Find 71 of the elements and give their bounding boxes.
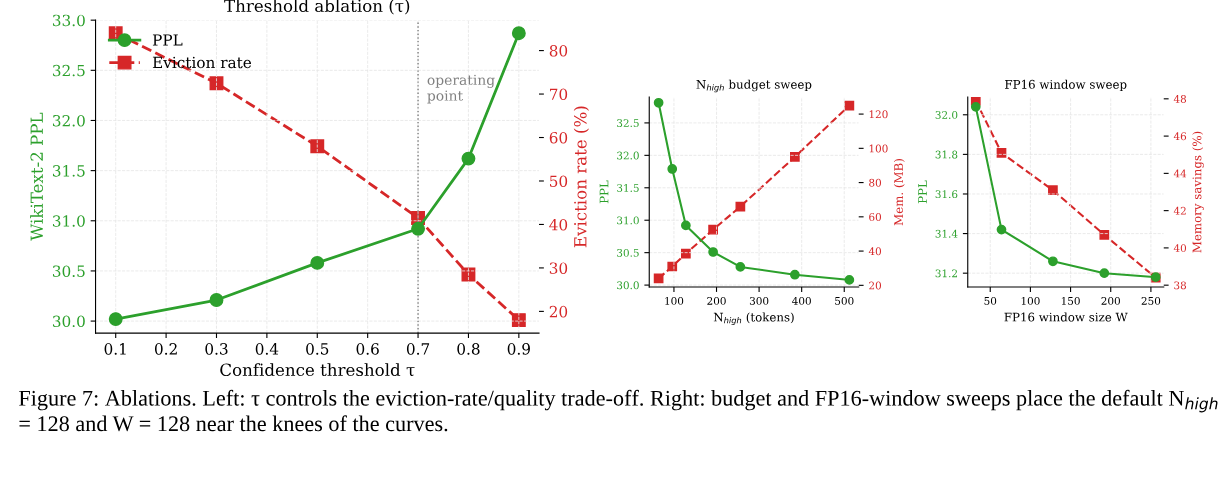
y-tick-label: 32.5 [617, 119, 639, 128]
y2-tick-label: 20 [869, 281, 882, 290]
y-tick-label: 30.5 [52, 265, 85, 277]
x-tick-label: 250 [1141, 296, 1161, 305]
y-tick-label: 31.0 [52, 215, 85, 227]
x-tick-label: 0.9 [507, 343, 530, 355]
y2-tick-label: 30 [549, 262, 568, 274]
chart-title: N$_{high}$ budget sweep [696, 79, 812, 93]
y-tick-label: 31.0 [617, 216, 639, 225]
y2-tick-label: 60 [549, 131, 568, 144]
y-tick-label: 32.5 [52, 64, 85, 77]
x-tick-label: 0.4 [255, 343, 279, 355]
x-tick-label: 0.7 [406, 343, 430, 355]
x-tick-label: 200 [1101, 296, 1120, 305]
y-tick-label: 31.5 [617, 184, 639, 192]
text: Figure 7: Ablations. Left: τ controls the eviction-rate/quality trade-off. Right: budget and FP16-window sweeps place the default N$_{high}$ = 128 and W = 128 near the knees of the curves. [19, 389, 1218, 432]
x-tick-label: 100 [665, 296, 684, 305]
y-tick-label: 31.4 [935, 229, 958, 238]
y2-tick-label: 80 [869, 178, 882, 187]
y2-tick-label: 100 [869, 144, 888, 153]
y2-tick-label: 48 [1173, 95, 1187, 103]
x-tick-label: 0.2 [154, 343, 177, 355]
y-tick-label: 32.0 [617, 151, 639, 160]
y2-axis-title: Memory savings (%) [1192, 131, 1204, 253]
y-axis-title: PPL [918, 180, 927, 204]
y2-tick-label: 38 [1174, 281, 1187, 290]
x-tick-label: 150 [1061, 296, 1080, 305]
y2-tick-label: 50 [550, 175, 568, 188]
ref-line-label: operating point [427, 74, 495, 104]
x-tick-label: 0.8 [457, 343, 480, 355]
x-tick-label: 100 [1021, 296, 1040, 305]
y2-axis-title: Eviction rate (%) [573, 106, 589, 248]
y-tick-label: 30.0 [52, 315, 85, 328]
x-tick-label: 500 [835, 296, 854, 305]
y-tick-label: 32.0 [935, 111, 958, 119]
y-tick-label: 31.6 [935, 190, 958, 199]
x-tick-label: 200 [707, 296, 726, 305]
y2-tick-label: 46 [1173, 132, 1187, 141]
x-tick-label: 0.1 [104, 343, 126, 355]
y2-tick-label: 20 [549, 305, 568, 318]
x-tick-label: 300 [749, 296, 769, 305]
y-tick-label: 32.0 [52, 114, 85, 127]
y-tick-label: 31.2 [935, 269, 958, 278]
y-tick-label: 33.0 [52, 14, 85, 27]
chart-title: Threshold ablation (τ) [224, 0, 410, 15]
legend-label: PPL [152, 34, 183, 46]
y-axis-title: PPL [599, 180, 609, 204]
y2-tick-label: 80 [549, 45, 568, 57]
x-axis-title: FP16 window size W [1004, 312, 1128, 322]
y2-tick-label: 42 [1173, 206, 1186, 215]
x-axis-title: Confidence threshold τ [220, 363, 415, 377]
y2-tick-label: 44 [1173, 169, 1187, 178]
y2-axis-title: Mem. (MB) [893, 159, 905, 226]
x-tick-label: 0.5 [306, 343, 329, 355]
x-tick-label: 400 [792, 296, 811, 305]
y-axis-title: WikiText-2 PPL [30, 112, 44, 241]
x-axis-title: N$_{high}$ (tokens) [713, 312, 794, 326]
y2-tick-label: 40 [549, 218, 568, 231]
y-tick-label: 30.5 [617, 248, 639, 257]
y-tick-label: 30.0 [617, 281, 639, 290]
chart-title: FP16 window sweep [1005, 79, 1127, 92]
y2-tick-label: 40 [868, 247, 882, 256]
x-tick-label: 0.6 [356, 343, 379, 355]
y2-tick-label: 40 [1173, 244, 1187, 253]
x-tick-label: 0.3 [205, 343, 228, 355]
y-tick-label: 31.5 [52, 165, 85, 177]
x-tick-label: 50 [984, 296, 997, 305]
y2-tick-label: 60 [869, 213, 882, 221]
y2-tick-label: 120 [869, 110, 888, 119]
y2-tick-label: 70 [550, 88, 568, 101]
y-tick-label: 31.8 [935, 150, 958, 159]
